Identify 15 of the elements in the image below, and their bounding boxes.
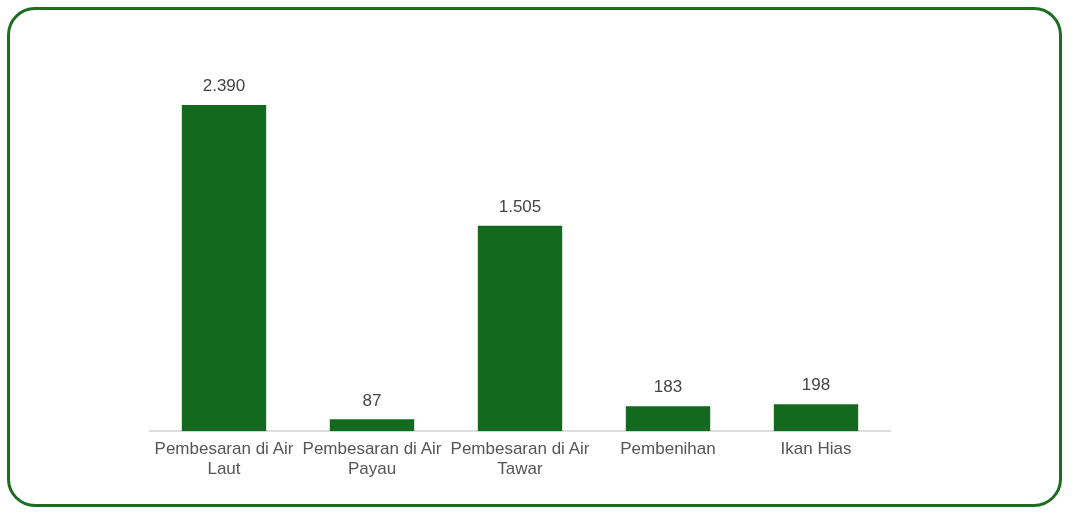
x-tick-label: Pembesaran di Air Laut (154, 439, 294, 479)
x-tick-label: Pembesaran di Air Payau (302, 439, 442, 479)
bar (329, 419, 415, 432)
data-label: 198 (801, 375, 831, 395)
bar (773, 404, 859, 432)
data-label: 87 (362, 390, 382, 410)
x-tick-label: Ikan Hias (780, 439, 852, 459)
data-label: 1.505 (498, 196, 542, 216)
x-tick-label: Pembesaran di Air Tawar (450, 439, 590, 479)
x-tick-label: Pembenihan (620, 439, 716, 459)
data-label: 183 (653, 377, 683, 397)
bar (181, 105, 267, 432)
data-label: 2.390 (202, 76, 246, 96)
bar (477, 225, 563, 432)
bar (625, 406, 711, 432)
